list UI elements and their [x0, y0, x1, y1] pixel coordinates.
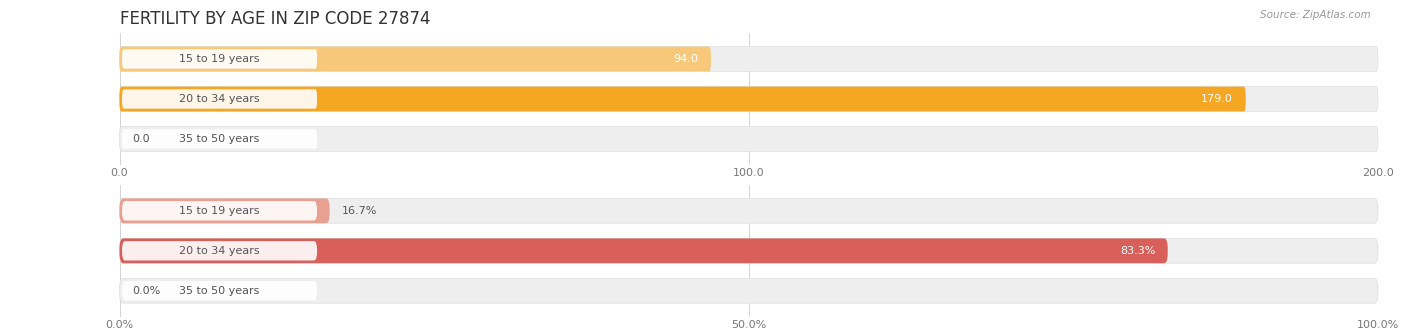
FancyBboxPatch shape [120, 86, 1378, 112]
Text: 20 to 34 years: 20 to 34 years [179, 246, 260, 256]
Text: 0.0%: 0.0% [132, 286, 160, 296]
Text: 15 to 19 years: 15 to 19 years [180, 206, 260, 216]
FancyBboxPatch shape [122, 129, 318, 149]
FancyBboxPatch shape [120, 279, 1378, 303]
FancyBboxPatch shape [122, 89, 318, 109]
FancyBboxPatch shape [120, 198, 1378, 223]
FancyBboxPatch shape [120, 86, 1246, 112]
Text: 0.0: 0.0 [132, 134, 149, 144]
FancyBboxPatch shape [120, 47, 711, 71]
FancyBboxPatch shape [120, 198, 329, 223]
Text: 35 to 50 years: 35 to 50 years [180, 134, 260, 144]
FancyBboxPatch shape [120, 238, 1378, 263]
FancyBboxPatch shape [122, 241, 318, 260]
Text: 83.3%: 83.3% [1119, 246, 1156, 256]
Text: FERTILITY BY AGE IN ZIP CODE 27874: FERTILITY BY AGE IN ZIP CODE 27874 [120, 10, 430, 28]
Text: 35 to 50 years: 35 to 50 years [180, 286, 260, 296]
Text: 179.0: 179.0 [1201, 94, 1233, 104]
Text: Source: ZipAtlas.com: Source: ZipAtlas.com [1260, 10, 1371, 20]
FancyBboxPatch shape [122, 49, 318, 69]
Text: 94.0: 94.0 [673, 54, 699, 64]
Text: 20 to 34 years: 20 to 34 years [179, 94, 260, 104]
Text: 16.7%: 16.7% [342, 206, 378, 216]
FancyBboxPatch shape [120, 127, 1378, 151]
FancyBboxPatch shape [122, 281, 318, 301]
Text: 15 to 19 years: 15 to 19 years [180, 54, 260, 64]
FancyBboxPatch shape [120, 238, 1168, 263]
FancyBboxPatch shape [122, 201, 318, 220]
FancyBboxPatch shape [120, 47, 1378, 71]
